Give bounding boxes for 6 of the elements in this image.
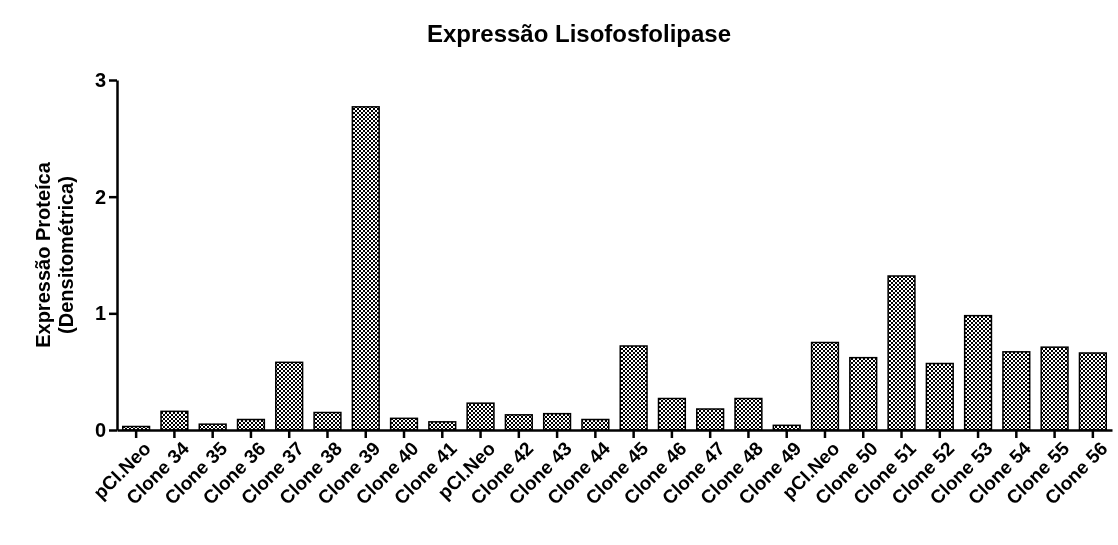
- y-tick-label: 0: [94, 418, 106, 441]
- y-axis-title: Expressão Proteíca (Densitométrica): [32, 161, 77, 348]
- y-tick-label: 2: [94, 185, 106, 208]
- y-tick-label: 1: [94, 302, 106, 325]
- y-tick-label: 3: [94, 68, 106, 91]
- chart-title: Expressão Lisofosfolipase: [426, 20, 732, 47]
